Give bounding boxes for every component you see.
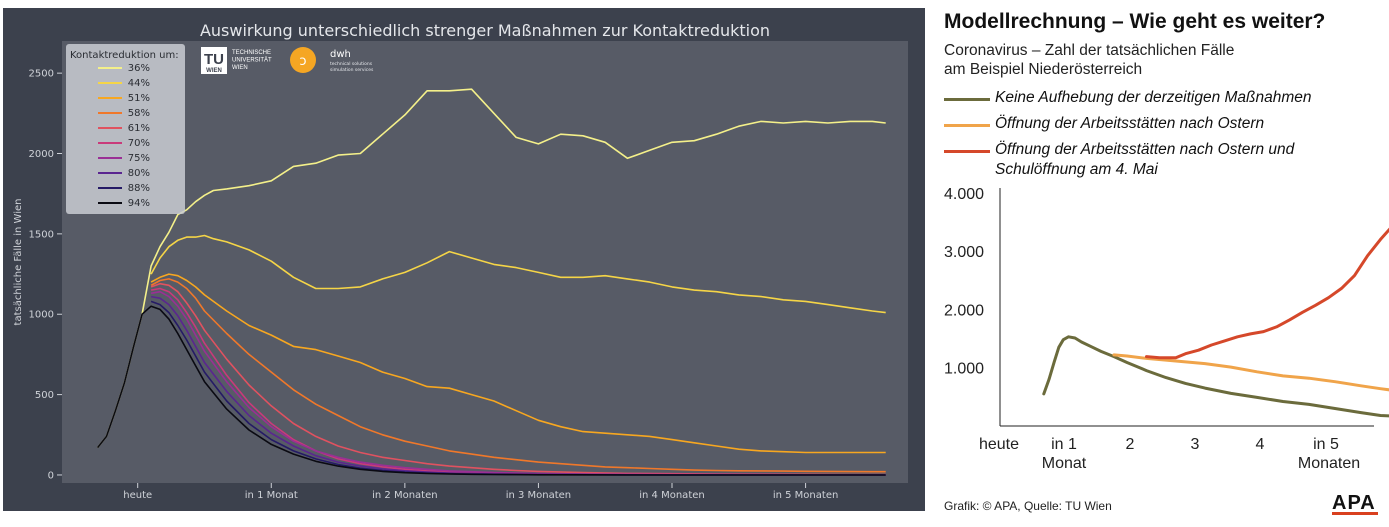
- left-line-chart: Auswirkung unterschiedlich strenger Maßn…: [0, 0, 927, 522]
- y-tick-label: 4.000: [944, 186, 984, 203]
- right-chart-subtitle-line1: Coronavirus – Zahl der tatsächlichen Fäl…: [944, 42, 1234, 60]
- series-line-ffnung-der-arbeitsst-tten-nach-ostern-und-schul-ffnung-am-4-mai: [1147, 225, 1389, 358]
- y-tick-label: 3.000: [944, 244, 984, 261]
- x-tick-label: in 5 Monaten: [773, 490, 838, 501]
- right-line-chart: 1.000 2.000 3.000 4.000 heute in 1 Monat 2 3 4 in …: [930, 180, 1389, 480]
- x-tick-label-line2: Monaten: [1298, 455, 1360, 472]
- tu-logo-text: UNIVERSITÄT: [232, 57, 272, 64]
- legend-box: [66, 44, 185, 214]
- dwh-logo-text: technical solutions: [330, 61, 373, 67]
- source-credit: Grafik: © APA, Quelle: TU Wien: [944, 499, 1112, 513]
- y-tick-label: 0: [48, 470, 54, 481]
- legend-label-58: 58%: [128, 108, 150, 119]
- x-tick-label: heute: [979, 436, 1019, 453]
- x-tick-label-line2: Monat: [1042, 455, 1087, 472]
- legend-swatch: [944, 98, 990, 101]
- right-legend-item-schuloeffnung: Öffnung der Arbeitsstätten nach Ostern u…: [944, 140, 1384, 180]
- chart-title: Auswirkung unterschiedlich strenger Maßn…: [200, 21, 770, 40]
- y-axis-label: tatsächliche Fälle in Wien: [13, 199, 24, 326]
- legend-label-75: 75%: [128, 153, 150, 164]
- y-tick-label: 500: [35, 390, 54, 401]
- tu-logo-text: TECHNISCHE: [232, 50, 271, 56]
- right-legend-item-keine-aufhebung: Keine Aufhebung der derzeitigen Maßnahme…: [944, 88, 1384, 108]
- tu-logo-sub: WIEN: [206, 68, 222, 74]
- dwh-logo-text: simulation services: [330, 67, 374, 73]
- x-tick-label: in 5: [1313, 436, 1339, 453]
- x-tick-label: in 4 Monaten: [639, 490, 704, 501]
- y-tick-label: 2.000: [944, 302, 984, 319]
- legend-label-44: 44%: [128, 78, 150, 89]
- y-tick-label: 2500: [29, 69, 54, 80]
- x-tick-label: 3: [1191, 436, 1200, 453]
- apa-logo-bar: [1332, 512, 1378, 515]
- x-tick-label: in 2 Monaten: [372, 490, 437, 501]
- y-tick-label: 1500: [29, 229, 54, 240]
- right-chart-title: Modellrechnung – Wie geht es weiter?: [944, 10, 1325, 34]
- legend-label-51: 51%: [128, 93, 150, 104]
- x-tick-label: 2: [1126, 436, 1135, 453]
- legend-title: Kontaktreduktion um:: [70, 50, 179, 61]
- legend-label-70: 70%: [128, 138, 150, 149]
- legend-swatch: [944, 124, 990, 127]
- legend-label: Keine Aufhebung der derzeitigen Maßnahme…: [995, 88, 1312, 108]
- dwh-logo-name: dwh: [330, 49, 351, 60]
- x-tick-label: in 1: [1051, 436, 1077, 453]
- right-legend-item-arbeitsstaetten: Öffnung der Arbeitsstätten nach Ostern: [944, 114, 1384, 134]
- x-tick-label: heute: [123, 490, 152, 501]
- legend-label: Öffnung der Arbeitsstätten nach Ostern u…: [995, 140, 1294, 160]
- tu-logo-text: WIEN: [232, 65, 248, 71]
- legend-label-80: 80%: [128, 168, 150, 179]
- series-line-keine-aufhebung-der-derzeitigen-ma-nahmen: [1044, 337, 1389, 416]
- right-chart-subtitle-line2: am Beispiel Niederösterreich: [944, 61, 1142, 79]
- legend-label-line2: Schulöffnung am 4. Mai: [995, 160, 1158, 180]
- legend-label: Öffnung der Arbeitsstätten nach Ostern: [995, 114, 1264, 134]
- legend-label-94: 94%: [128, 198, 150, 209]
- legend: Kontaktreduktion um: 36% 44% 51% 58% 61% 70% 75…: [66, 44, 185, 214]
- y-tick-label: 1.000: [944, 361, 984, 378]
- tu-logo-letters: TU: [204, 51, 224, 68]
- dwh-logo-glyph: ↄ: [299, 54, 306, 69]
- legend-label-61: 61%: [128, 123, 150, 134]
- y-tick-label: 1000: [29, 310, 54, 321]
- right-chart-panel: Modellrechnung – Wie geht es weiter? Cor…: [930, 0, 1389, 522]
- y-tick-label: 2000: [29, 149, 54, 160]
- x-tick-label: 4: [1256, 436, 1265, 453]
- legend-label-36: 36%: [128, 63, 150, 74]
- legend-swatch: [944, 150, 990, 153]
- x-tick-label: in 3 Monaten: [506, 490, 571, 501]
- left-chart-panel: Auswirkung unterschiedlich strenger Maßn…: [0, 0, 927, 522]
- x-tick-label: in 1 Monat: [245, 490, 298, 501]
- legend-label-88: 88%: [128, 183, 150, 194]
